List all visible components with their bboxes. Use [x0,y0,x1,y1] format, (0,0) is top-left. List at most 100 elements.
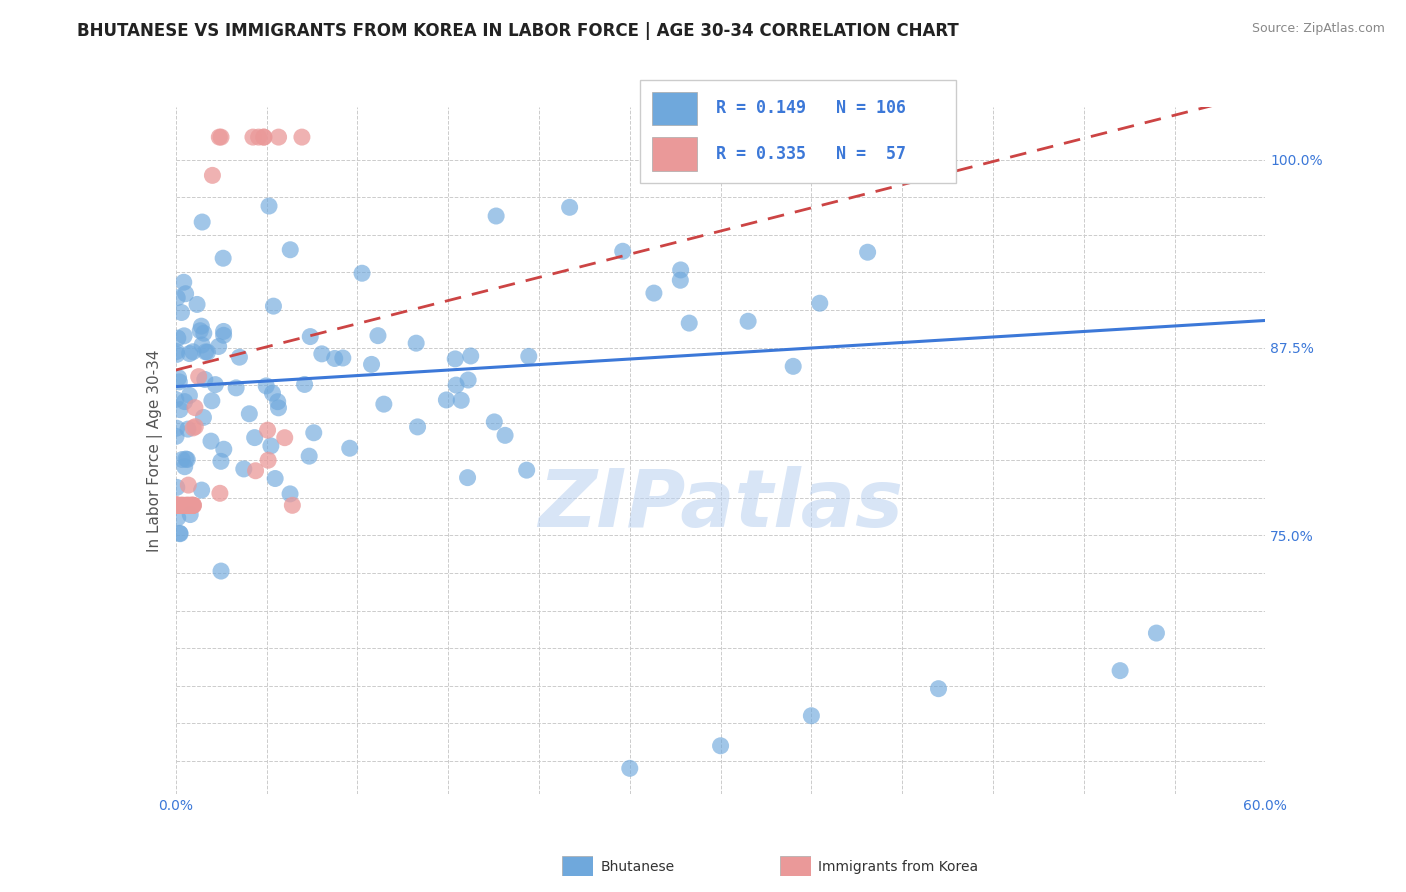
Point [260,439,283,453]
Point [360,358,382,372]
Point [200,434,222,449]
Point [166,344,188,359]
Point [558,200,581,214]
Point [457,470,479,484]
Point [173,329,195,343]
Point [166,498,188,512]
Text: Bhutanese: Bhutanese [600,860,675,874]
Point [457,373,479,387]
Point [166,498,188,512]
Point [253,130,276,145]
Point [177,498,200,512]
Point [485,209,508,223]
Point [180,498,202,512]
Point [291,130,314,145]
Point [619,761,641,775]
Text: ZIPatlas: ZIPatlas [538,467,903,544]
Point [247,130,270,145]
Point [256,423,278,437]
Point [191,338,214,352]
Point [782,359,804,374]
Point [1109,664,1132,678]
Point [166,331,188,345]
Point [245,464,267,478]
Point [174,286,197,301]
Point [350,266,373,280]
Point [228,350,250,364]
Point [367,328,389,343]
Point [174,452,197,467]
Point [179,508,201,522]
Point [302,425,325,440]
Point [1144,626,1167,640]
Point [173,275,195,289]
Point [165,429,187,443]
Point [201,169,224,183]
Point [267,401,290,415]
Point [169,526,191,541]
Point [373,397,395,411]
Point [193,326,215,341]
Point [444,351,467,366]
Point [232,462,254,476]
Point [264,471,287,485]
Point [167,498,190,512]
Point [209,130,232,145]
Point [183,498,205,512]
Point [278,487,301,501]
Point [190,319,212,334]
Point [516,463,538,477]
Point [173,459,195,474]
Point [181,498,204,512]
Point [434,392,457,407]
Point [176,498,198,512]
Point [172,498,194,512]
Text: R = 0.149   N = 106: R = 0.149 N = 106 [716,100,905,118]
Point [179,388,201,402]
Point [173,394,195,409]
Point [460,349,482,363]
Point [494,428,516,442]
Point [209,454,232,468]
Point [170,498,193,512]
Point [183,498,205,512]
Point [169,498,191,512]
Point [484,415,506,429]
Point [166,498,188,512]
Point [332,351,354,365]
Point [262,299,284,313]
Point [928,681,950,696]
Point [257,453,280,467]
Point [253,130,276,145]
Point [339,442,361,456]
Point [267,394,290,409]
Bar [652,92,697,126]
Point [856,245,879,260]
Point [166,498,188,512]
Point [174,498,197,512]
Point [176,498,198,512]
Point [612,244,634,259]
Point [166,498,188,512]
Y-axis label: In Labor Force | Age 30-34: In Labor Force | Age 30-34 [146,349,163,552]
Point [166,498,188,512]
Point [165,498,187,512]
Point [177,478,200,492]
Point [166,480,188,494]
Point [243,431,266,445]
Point [187,369,209,384]
Point [444,378,467,392]
Point [257,199,280,213]
Point [262,386,284,401]
Point [174,498,197,512]
Point [254,379,277,393]
Point [166,510,188,524]
Point [166,291,188,305]
Point [737,314,759,328]
Point [165,498,187,512]
Point [191,215,214,229]
Point [207,339,229,353]
Point [179,498,201,512]
Text: Immigrants from Korea: Immigrants from Korea [818,860,979,874]
Point [179,498,201,512]
